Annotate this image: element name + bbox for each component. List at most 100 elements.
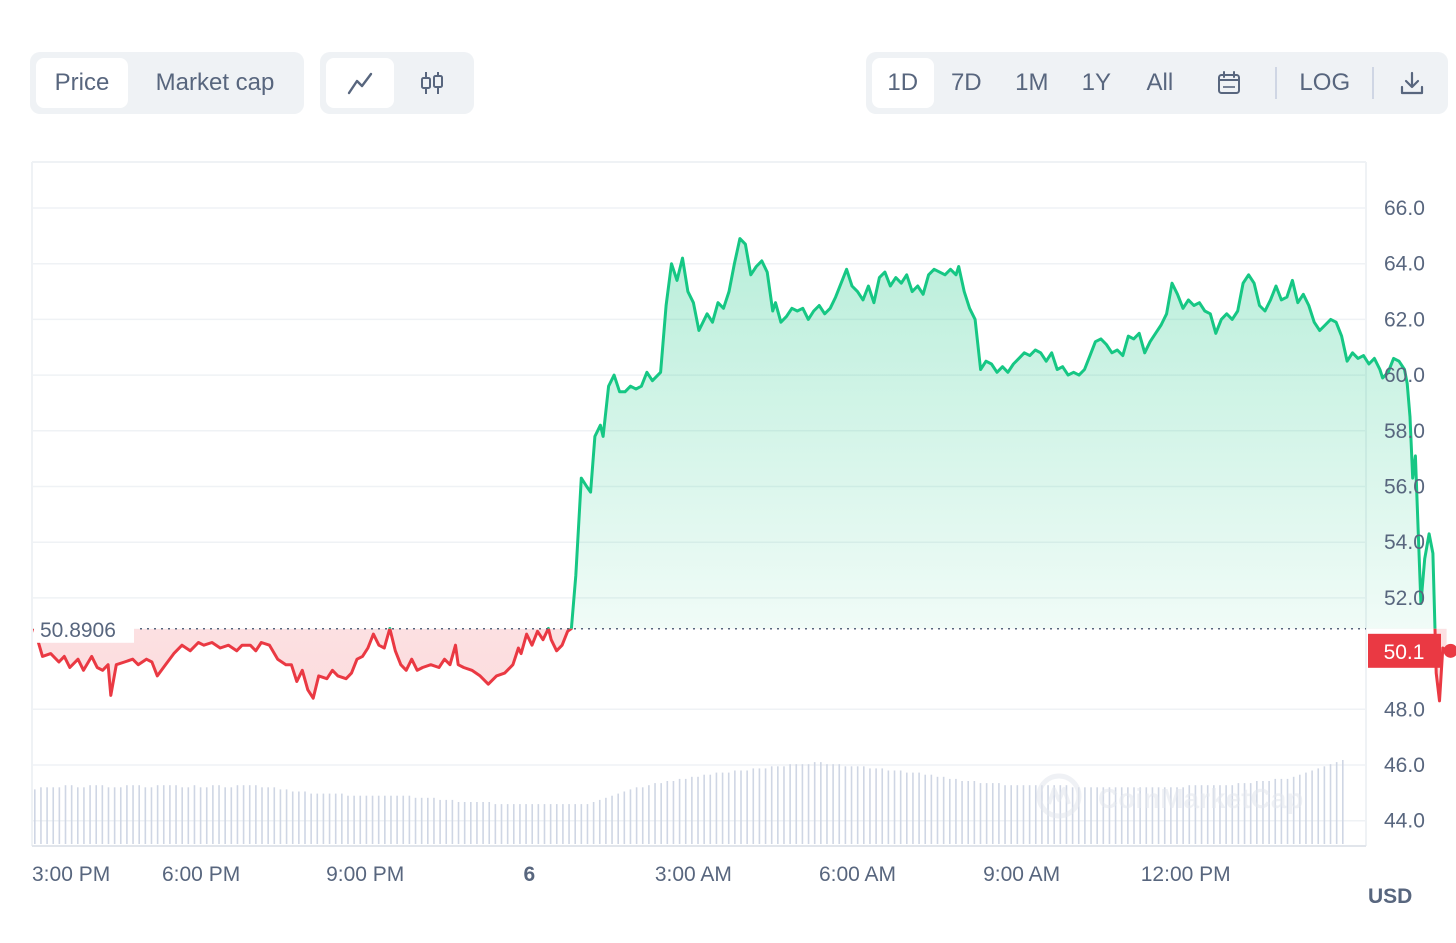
volume-bar: [875, 768, 877, 844]
volume-bar: [439, 799, 441, 844]
volume-bar: [955, 778, 957, 844]
volume-bar: [365, 795, 368, 844]
volume-bar: [494, 804, 497, 844]
volume-bar: [1335, 762, 1338, 844]
volume-bar: [856, 766, 859, 844]
y-tick-label: 64.0: [1384, 253, 1425, 276]
volume-bar: [463, 802, 466, 844]
range-all[interactable]: All: [1146, 69, 1174, 96]
volume-bar: [126, 785, 128, 844]
line-chart-button[interactable]: [326, 58, 394, 108]
volume-bar: [734, 770, 736, 844]
volume-bar: [863, 766, 865, 844]
watermark: CoinMarketCap: [1036, 773, 1303, 819]
volume-bar: [1280, 778, 1283, 844]
volume-bar: [1299, 774, 1301, 844]
volume-bar: [537, 804, 540, 844]
volume-bar: [727, 772, 730, 844]
volume-bar: [242, 785, 245, 844]
volume-bar: [924, 774, 927, 844]
range-7d[interactable]: 7D: [950, 69, 982, 96]
x-tick-label: 6:00 AM: [819, 863, 896, 886]
volume-bar: [1004, 785, 1006, 844]
volume-bar: [427, 797, 429, 844]
volume-bar: [764, 768, 767, 844]
current-price-dot: [1443, 643, 1456, 658]
volume-bar: [408, 795, 411, 844]
volume-bar: [881, 768, 884, 844]
log-scale-button[interactable]: LOG: [1299, 69, 1351, 96]
volume-bar: [193, 785, 196, 844]
volume-bar: [1071, 787, 1074, 844]
volume-bar: [101, 785, 104, 844]
volume-bar: [574, 804, 576, 844]
line-chart-icon: [347, 72, 373, 95]
volume-bar: [531, 804, 534, 844]
range-1m[interactable]: 1M: [1015, 69, 1049, 96]
tab-price[interactable]: Price: [36, 58, 128, 108]
volume-bar: [255, 785, 257, 844]
volume-bar: [187, 787, 190, 844]
volume-bar: [402, 795, 405, 844]
volume-bar: [150, 787, 153, 844]
volume-bar: [1329, 764, 1332, 844]
volume-bar: [641, 787, 644, 844]
tab-market-cap[interactable]: Market cap: [155, 69, 275, 96]
price-area-up: [34, 238, 1435, 629]
volume-bar: [973, 781, 976, 844]
volume-bar: [1096, 787, 1098, 844]
volume-bar: [1102, 787, 1105, 844]
volume-bars: [34, 760, 1344, 844]
volume-bar: [488, 802, 491, 844]
volume-bar: [1028, 785, 1031, 844]
volume-bar: [979, 783, 982, 844]
volume-bar: [224, 787, 226, 844]
volume-bar: [820, 762, 822, 844]
volume-bar: [1286, 778, 1289, 844]
currency-label: USD: [1368, 885, 1413, 908]
volume-bar: [384, 795, 386, 844]
current-price-label: 50.1: [1384, 641, 1425, 664]
volume-bar: [869, 768, 871, 844]
price-area: [34, 238, 1447, 701]
volume-bar: [684, 778, 687, 844]
candlestick-button[interactable]: [398, 58, 466, 108]
volume-bar: [1176, 787, 1178, 844]
volume-bar: [506, 804, 509, 844]
range-1y[interactable]: 1Y: [1081, 69, 1112, 96]
volume-bar: [562, 804, 564, 844]
volume-bar: [899, 770, 902, 844]
volume-bar: [46, 787, 48, 844]
volume-bar: [1151, 787, 1154, 844]
volume-bar: [304, 791, 306, 844]
volume-bar: [1292, 776, 1295, 844]
volume-bar: [371, 795, 374, 844]
volume-bar: [95, 785, 98, 844]
metric-tab-group: Price Market cap: [30, 52, 304, 114]
volume-bar: [34, 789, 36, 844]
volume-bar: [482, 802, 484, 844]
volume-bar: [1274, 778, 1277, 844]
volume-bar: [654, 783, 656, 844]
volume-bar: [942, 776, 945, 844]
volume-bar: [543, 804, 546, 844]
volume-bar: [623, 791, 626, 844]
volume-bar: [605, 797, 607, 844]
volume-bar: [298, 791, 300, 844]
volume-bar: [267, 787, 269, 844]
volume-bar: [1010, 785, 1012, 844]
volume-bar: [328, 793, 331, 844]
range-1d[interactable]: 1D: [872, 58, 934, 108]
axes: 66.0 64.0 62.0 60.0 58.0 56.0 54.0 52.0 48.0 46.0…: [32, 197, 1425, 886]
volume-bar: [156, 785, 159, 844]
volume-bar: [273, 787, 276, 844]
volume-bar: [1127, 787, 1129, 844]
download-button[interactable]: [1382, 58, 1442, 108]
y-tick-label: 62.0: [1384, 308, 1425, 331]
calendar-button[interactable]: [1192, 58, 1267, 108]
chart-type-group: [320, 52, 474, 114]
volume-bar: [107, 787, 110, 844]
volume-bar: [1249, 783, 1252, 844]
volume-bar: [1225, 785, 1227, 844]
